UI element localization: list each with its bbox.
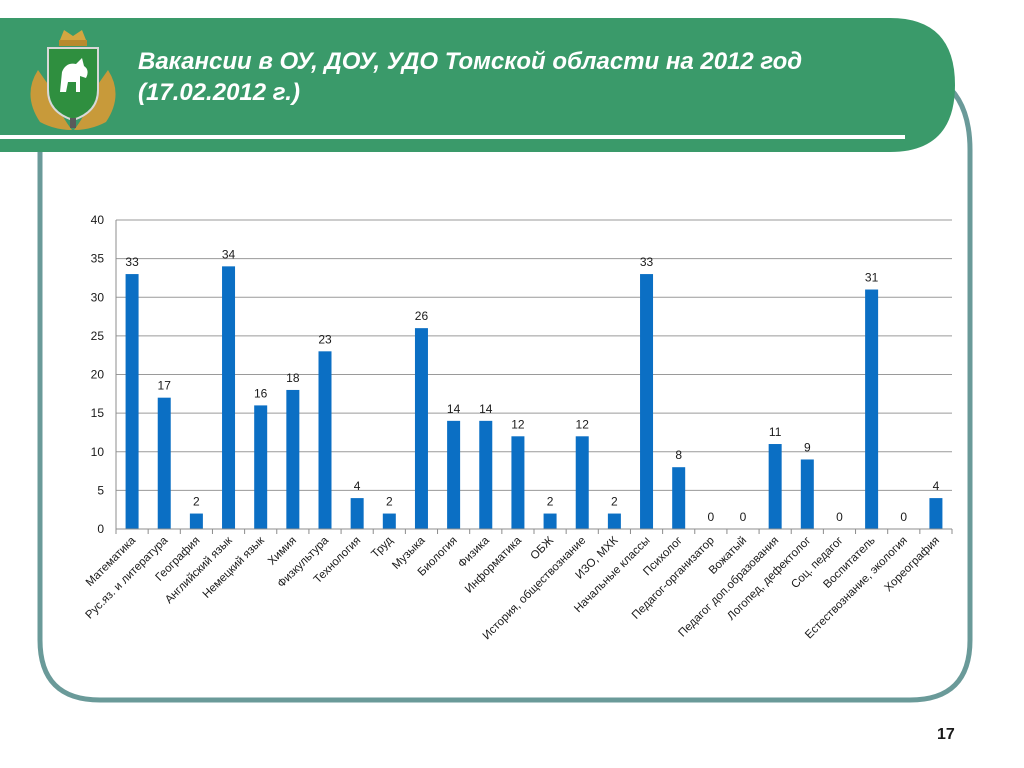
data-label: 18	[286, 371, 300, 385]
bar	[318, 351, 332, 529]
x-category-label: ОБЖ	[529, 534, 557, 562]
bar	[929, 498, 943, 529]
y-tick-label: 0	[97, 522, 104, 536]
bar	[607, 513, 621, 529]
y-tick-label: 20	[91, 368, 105, 382]
data-label: 31	[865, 271, 879, 285]
data-label: 2	[611, 495, 618, 509]
y-tick-label: 5	[97, 483, 104, 497]
bar	[479, 420, 493, 529]
bar	[672, 467, 686, 529]
data-label: 11	[769, 425, 782, 439]
bar	[382, 513, 396, 529]
y-tick-label: 25	[91, 329, 105, 343]
x-category-label: Немецкий язык	[201, 534, 268, 601]
bar	[800, 459, 814, 529]
bar	[640, 274, 654, 529]
y-tick-label: 35	[91, 252, 105, 266]
y-tick-label: 40	[91, 213, 105, 227]
data-label: 0	[740, 510, 747, 524]
bar	[768, 444, 782, 529]
chart-grid	[116, 219, 952, 491]
data-label: 34	[222, 247, 236, 261]
data-label: 16	[254, 386, 268, 400]
y-axis-ticks: 0 5 10 15 20 25 30 35 40	[91, 213, 105, 536]
bar	[865, 289, 879, 529]
x-category-label: Информатика	[463, 534, 524, 595]
bar	[189, 513, 203, 529]
content-border	[37, 77, 973, 703]
data-label: 23	[318, 332, 332, 346]
y-tick-label: 10	[91, 445, 105, 459]
bar	[511, 436, 525, 529]
header-band	[0, 18, 955, 152]
data-label: 33	[125, 255, 139, 269]
page-number: 17	[937, 726, 955, 743]
data-label: 2	[193, 495, 200, 509]
y-tick-label: 30	[91, 290, 105, 304]
bar	[447, 420, 461, 529]
data-label: 2	[386, 495, 393, 509]
bar	[575, 436, 589, 529]
data-label: 4	[933, 479, 940, 493]
x-category-label: Труд	[369, 534, 395, 560]
data-label: 4	[354, 479, 361, 493]
slide-title: Вакансии в ОУ, ДОУ, УДО Томской области …	[138, 48, 803, 106]
data-label: 0	[836, 510, 843, 524]
bar	[414, 328, 428, 529]
bar	[543, 513, 557, 529]
bar	[125, 274, 139, 529]
data-label: 12	[576, 417, 590, 431]
data-label: 0	[708, 510, 715, 524]
data-label: 33	[640, 255, 654, 269]
bar	[286, 389, 300, 529]
data-label: 0	[900, 510, 907, 524]
tomsk-coat-of-arms-icon	[30, 30, 116, 130]
data-label: 14	[447, 402, 461, 416]
data-label: 2	[547, 495, 554, 509]
bar	[350, 498, 364, 529]
data-label: 9	[804, 440, 811, 454]
data-label: 14	[479, 402, 493, 416]
bar	[222, 266, 236, 529]
data-label: 8	[675, 448, 682, 462]
data-label: 17	[158, 379, 172, 393]
bar	[157, 397, 171, 529]
data-label: 26	[415, 309, 429, 323]
chart-bars	[125, 266, 943, 529]
bar	[254, 405, 268, 529]
y-tick-label: 15	[91, 406, 105, 420]
data-label: 12	[511, 417, 525, 431]
